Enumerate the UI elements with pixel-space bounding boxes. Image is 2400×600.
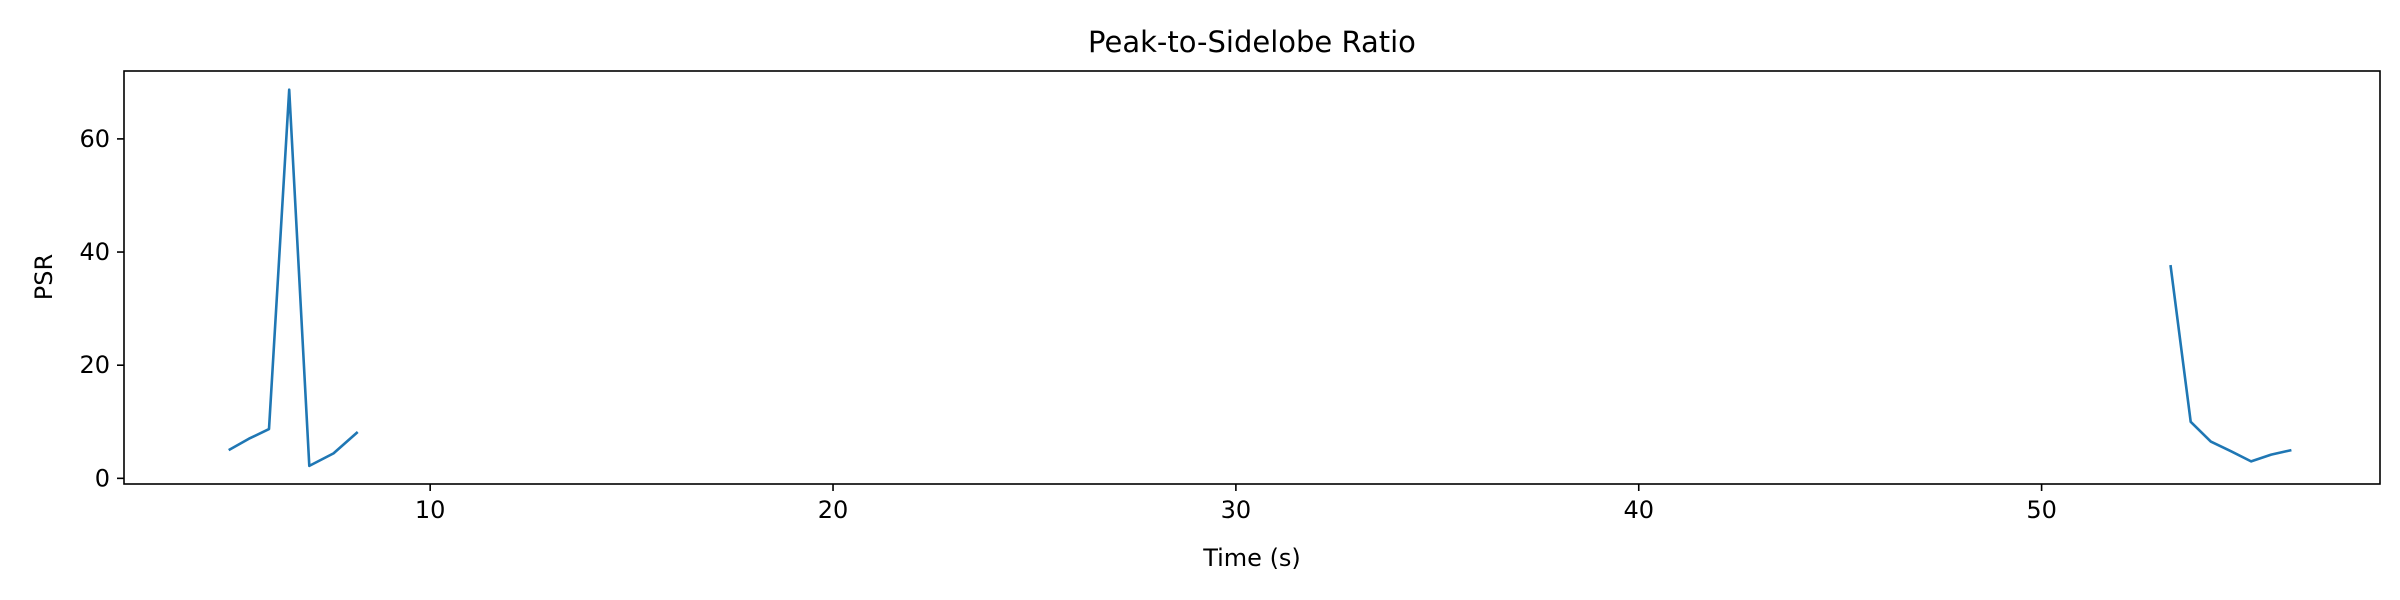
psr-line-segment-2 <box>2169 264 2292 463</box>
x-axis-label: Time (s) <box>1202 544 1301 572</box>
x-tick-label: 30 <box>1221 496 1252 524</box>
y-tick-label: 40 <box>79 238 110 266</box>
y-tick-label: 20 <box>79 351 110 379</box>
plot-frame <box>123 70 2381 485</box>
y-axis: 0 20 40 60 <box>79 125 124 492</box>
psr-line-segment-1 <box>228 88 359 468</box>
y-tick-label: 60 <box>79 125 110 153</box>
x-tick-label: 50 <box>2026 496 2057 524</box>
x-tick-label: 10 <box>415 496 446 524</box>
x-tick-label: 40 <box>1623 496 1654 524</box>
y-tick-label: 0 <box>95 464 110 492</box>
x-tick-label: 20 <box>818 496 849 524</box>
x-axis: 10 20 30 40 50 <box>415 484 2057 524</box>
chart-title: Peak-to-Sidelobe Ratio <box>1088 25 1416 59</box>
plot-area <box>228 88 2292 468</box>
y-axis-label: PSR <box>30 254 58 300</box>
